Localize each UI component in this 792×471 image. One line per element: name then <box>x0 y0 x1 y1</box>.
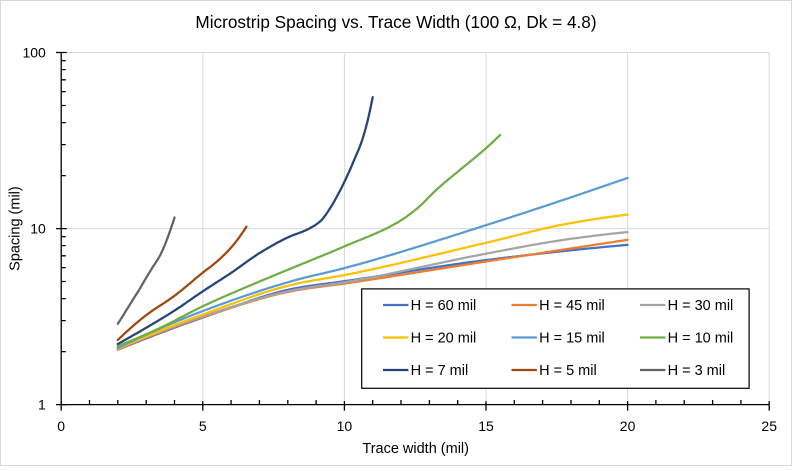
svg-text:Spacing (mil): Spacing (mil) <box>8 186 24 271</box>
svg-text:100: 100 <box>22 45 46 61</box>
svg-text:H = 5 mil: H = 5 mil <box>539 363 597 379</box>
svg-text:H = 10 mil: H = 10 mil <box>668 331 734 347</box>
svg-text:H = 60 mil: H = 60 mil <box>411 298 477 314</box>
svg-text:H = 45 mil: H = 45 mil <box>539 298 605 314</box>
svg-text:25: 25 <box>761 418 777 434</box>
svg-text:0: 0 <box>57 418 65 434</box>
svg-text:1: 1 <box>38 397 46 413</box>
svg-text:10: 10 <box>30 221 46 237</box>
svg-text:H = 7 mil: H = 7 mil <box>411 363 469 379</box>
svg-text:Trace width (mil): Trace width (mil) <box>362 441 469 457</box>
svg-text:H = 20 mil: H = 20 mil <box>411 331 477 347</box>
svg-text:20: 20 <box>620 418 636 434</box>
svg-text:5: 5 <box>199 418 207 434</box>
svg-text:15: 15 <box>478 418 494 434</box>
svg-text:10: 10 <box>337 418 353 434</box>
svg-text:H = 15 mil: H = 15 mil <box>539 331 605 347</box>
svg-text:Microstrip Spacing vs. Trace W: Microstrip Spacing vs. Trace Width (100 … <box>195 12 596 32</box>
svg-text:H = 30 mil: H = 30 mil <box>668 298 734 314</box>
svg-text:H = 3 mil: H = 3 mil <box>668 363 726 379</box>
